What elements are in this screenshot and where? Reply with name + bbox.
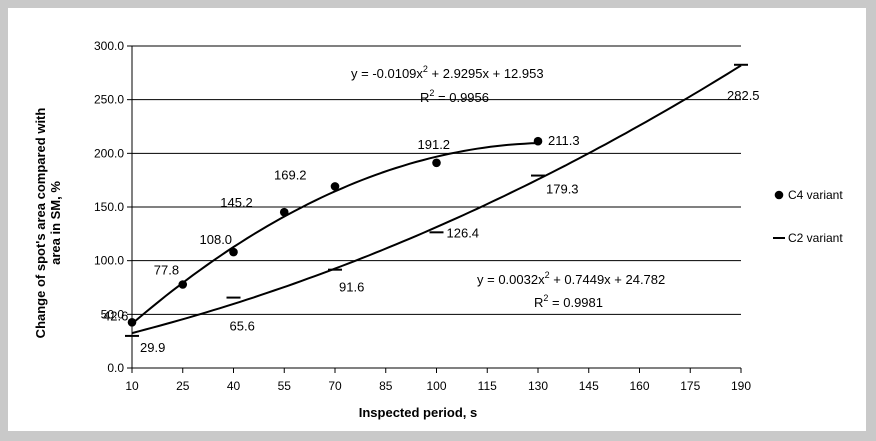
data-label: 179.3 — [546, 182, 579, 197]
point-c4 — [330, 182, 340, 191]
data-points — [125, 63, 748, 337]
data-label: 126.4 — [447, 225, 480, 240]
x-axis-title: Inspected period, s — [359, 405, 477, 420]
x-tick-label: 25 — [176, 379, 190, 393]
axes — [127, 45, 742, 373]
y-tick-label: 150.0 — [94, 200, 124, 214]
x-tick-label: 175 — [680, 379, 700, 393]
trendline-c4 — [131, 142, 539, 325]
x-tick-label: 190 — [731, 379, 751, 393]
trend-equation: y = 0.0032x2 + 0.7449x + 24.782 — [477, 270, 665, 287]
trend-equation: y = -0.0109x2 + 2.9295x + 12.953 — [351, 64, 544, 81]
y-axis-title-line2: area in SM, % — [48, 181, 63, 265]
grid-lines — [132, 45, 741, 315]
tick-labels: 0.0 50.0 100.0 150.0 200.0 250.0 300.0 10 25 40 55… — [94, 39, 751, 393]
x-tick-label: 10 — [125, 379, 139, 393]
point-c4 — [432, 158, 441, 168]
r-squared: R2 = 0.9981 — [534, 293, 603, 310]
point-c4 — [178, 280, 188, 289]
x-tick-label: 70 — [328, 379, 342, 393]
data-label: 91.6 — [339, 280, 364, 295]
y-tick-label: 200.0 — [94, 146, 124, 160]
x-tick-label: 55 — [278, 379, 292, 393]
data-label: 65.6 — [230, 319, 255, 334]
point-c4 — [229, 247, 238, 257]
chart-svg: 0.0 50.0 100.0 150.0 200.0 250.0 300.0 10 25 40 55… — [33, 39, 866, 420]
data-label: 77.8 — [154, 262, 179, 277]
data-labels: 42.6 77.8 108.0 145.2 169.2 191.2 211.3 29.9 65.… — [103, 88, 760, 355]
data-label: 29.9 — [140, 340, 165, 355]
data-label: 282.5 — [727, 88, 760, 103]
x-tick-label: 100 — [426, 379, 446, 393]
y-tick-label: 100.0 — [94, 254, 124, 268]
data-label: 191.2 — [418, 137, 451, 152]
x-tick-label: 130 — [528, 379, 548, 393]
trendline-c2 — [131, 64, 742, 335]
x-tick-label: 85 — [379, 379, 393, 393]
y-tick-label: 0.0 — [107, 361, 124, 375]
legend-box — [772, 171, 866, 265]
y-tick-label: 250.0 — [94, 93, 124, 107]
x-tick-label: 115 — [478, 379, 497, 393]
data-label: 108.0 — [200, 232, 233, 247]
data-label: 211.3 — [548, 133, 580, 148]
point-c4 — [279, 207, 289, 217]
data-label: 42.6 — [103, 308, 128, 323]
trend-lines — [131, 64, 742, 335]
legend-c2-label: C2 variant — [788, 231, 843, 245]
point-c4 — [127, 317, 137, 327]
point-c4 — [533, 136, 543, 146]
y-axis-title-line1: Change of spot's area compared with — [33, 108, 48, 339]
x-tick-label: 145 — [579, 379, 599, 393]
x-tick-label: 40 — [227, 379, 241, 393]
y-tick-label: 300.0 — [94, 39, 124, 53]
legend-c4-label: C4 variant — [788, 188, 843, 202]
equations: y = -0.0109x2 + 2.9295x + 12.953 R2 = 0.9… — [351, 64, 665, 310]
y-tick-label: 50.0 — [101, 307, 125, 321]
legend-c4-marker — [774, 190, 784, 200]
chart-frame: 0.0 50.0 100.0 150.0 200.0 250.0 300.0 10 25 40 55… — [8, 8, 866, 431]
r-squared: R2 = 0.9956 — [420, 88, 489, 105]
data-label: 169.2 — [274, 167, 307, 182]
x-tick-label: 160 — [629, 379, 649, 393]
data-label: 145.2 — [220, 195, 253, 210]
